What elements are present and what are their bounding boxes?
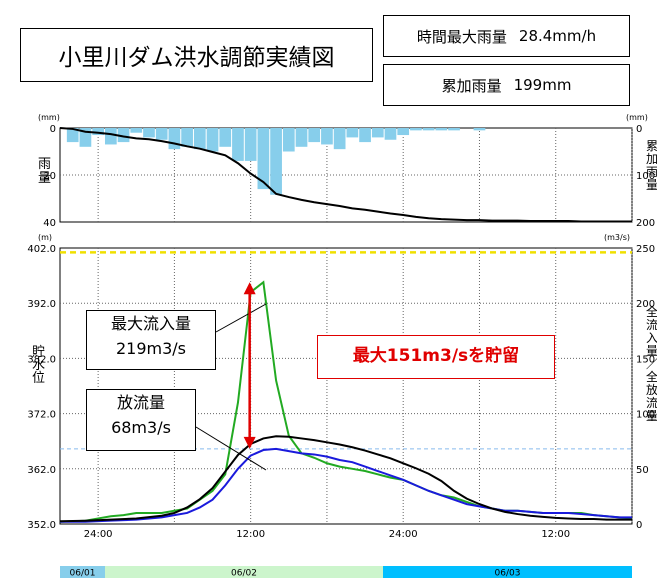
date-band-0	[60, 566, 105, 578]
main-ytick-left: 402.0	[27, 244, 56, 255]
rain-ytick-right: 200	[636, 218, 655, 229]
max-hourly-rain-box: 時間最大雨量 28.4mm/h	[383, 15, 630, 57]
main-ytick-right: 250	[636, 244, 655, 255]
rain-bar	[104, 128, 117, 145]
reservoir-panel: 402.0 392.0 382.0 372.0 362.0 352.0 0 50 100 150 2…	[27, 233, 657, 540]
main-ytick-right: 50	[636, 465, 649, 476]
main-ytick-right: 0	[636, 520, 642, 531]
main-xtick: 12:00	[236, 529, 265, 540]
main-ytick-left: 392.0	[27, 299, 56, 310]
stored-arrow-head-top	[243, 282, 256, 295]
rain-ytick-right: 100	[636, 171, 655, 182]
date-bar: 06/01 06/02 06/03	[60, 566, 632, 578]
rain-bar	[435, 128, 448, 131]
rain-bar	[92, 128, 104, 136]
stored-arrow-head-bottom	[243, 436, 256, 449]
rain-bar	[244, 128, 257, 161]
rain-bar	[270, 128, 282, 195]
rain-bar	[193, 128, 206, 150]
total-rain-box: 累加雨量 199mm	[383, 64, 630, 106]
total-rain-value: 199mm	[513, 76, 572, 94]
rain-bar	[219, 128, 232, 147]
rain-bar	[143, 128, 155, 138]
rain-bar	[321, 128, 333, 145]
rain-ytick-right: 0	[636, 124, 642, 135]
outflow-annotation: 放流量 68m3/s	[86, 389, 196, 451]
main-xtick: 24:00	[84, 529, 113, 540]
rain-bar	[155, 128, 168, 140]
rain-bar	[232, 128, 244, 161]
rain-ytick-left: 0	[50, 124, 56, 135]
rain-bar	[448, 128, 460, 131]
max-hourly-rain-value: 28.4mm/h	[518, 27, 597, 45]
rain-bar	[206, 128, 219, 152]
rain-unit-right: (mm)	[626, 113, 648, 122]
outflow-value: 68m3/s	[111, 418, 171, 437]
rain-bar	[422, 128, 435, 131]
outflow-line	[60, 447, 632, 523]
rain-bar	[295, 128, 308, 147]
rain-bar	[117, 128, 130, 143]
main-ytick-left: 362.0	[27, 465, 56, 476]
rain-bar	[384, 128, 397, 140]
main-ytick-left: 352.0	[27, 520, 56, 531]
inflow-leader-line	[215, 303, 267, 333]
max-hourly-rain-label: 時間最大雨量	[416, 27, 507, 46]
rain-unit-left: (mm)	[38, 113, 60, 122]
stored-flow-annotation: 最大151m3/sを貯留	[317, 335, 555, 379]
main-ytick-right: 200	[636, 299, 655, 310]
main-xtick: 12:00	[541, 529, 570, 540]
rain-ytick-left: 40	[43, 218, 56, 229]
rain-bar	[346, 128, 359, 138]
rain-bar	[168, 128, 181, 150]
main-unit-left: (m)	[38, 233, 52, 242]
flow-ylabel-right: 全流入量／全放流量	[646, 304, 657, 423]
water-level-ylabel: 貯水位	[32, 345, 45, 386]
max-inflow-value: 219m3/s	[115, 339, 187, 358]
date-band-2	[383, 566, 632, 578]
rain-bar	[79, 128, 92, 147]
rain-bar	[410, 128, 422, 131]
rain-bar	[333, 128, 346, 150]
max-inflow-annotation: 最大流入量 219m3/s	[86, 310, 216, 370]
rain-ytick-left: 20	[43, 171, 56, 182]
outflow-leader-line	[195, 426, 267, 471]
rain-bar	[359, 128, 371, 143]
main-xtick: 24:00	[389, 529, 418, 540]
rain-panel: 0 20 40 0 100 200 (mm) (mm) 雨量 累加雨量	[38, 113, 657, 229]
main-unit-right: (m3/s)	[604, 233, 630, 242]
rain-ylabel: 雨量	[38, 157, 51, 186]
rain-bar	[308, 128, 321, 143]
main-ytick-left: 372.0	[27, 410, 56, 421]
chart-title: 小里川ダム洪水調節実績図	[20, 28, 373, 82]
rain-bar	[371, 128, 384, 138]
rain-bar	[257, 128, 270, 190]
rain-bar	[66, 128, 79, 143]
rain-bar	[397, 128, 410, 136]
outflow-label: 放流量	[116, 393, 165, 412]
total-rain-label: 累加雨量	[441, 76, 502, 95]
rain-bar	[130, 128, 143, 133]
main-ytick-right: 100	[636, 410, 655, 421]
max-inflow-label: 最大流入量	[110, 314, 191, 333]
rain-bar	[181, 128, 193, 147]
rain-bar	[282, 128, 295, 152]
date-label: 06/01	[70, 569, 96, 578]
rain-bar	[473, 128, 486, 131]
rain-ylabel-right: 累加雨量	[646, 139, 657, 192]
main-ytick-left: 382.0	[27, 354, 56, 365]
main-plot-area	[59, 247, 633, 525]
date-label: 06/03	[495, 569, 521, 578]
cumulative-rain-line	[59, 127, 632, 223]
main-ytick-right: 150	[636, 354, 655, 365]
water-level-line	[59, 435, 632, 523]
date-label: 06/02	[231, 569, 257, 578]
date-band-1	[105, 566, 383, 578]
